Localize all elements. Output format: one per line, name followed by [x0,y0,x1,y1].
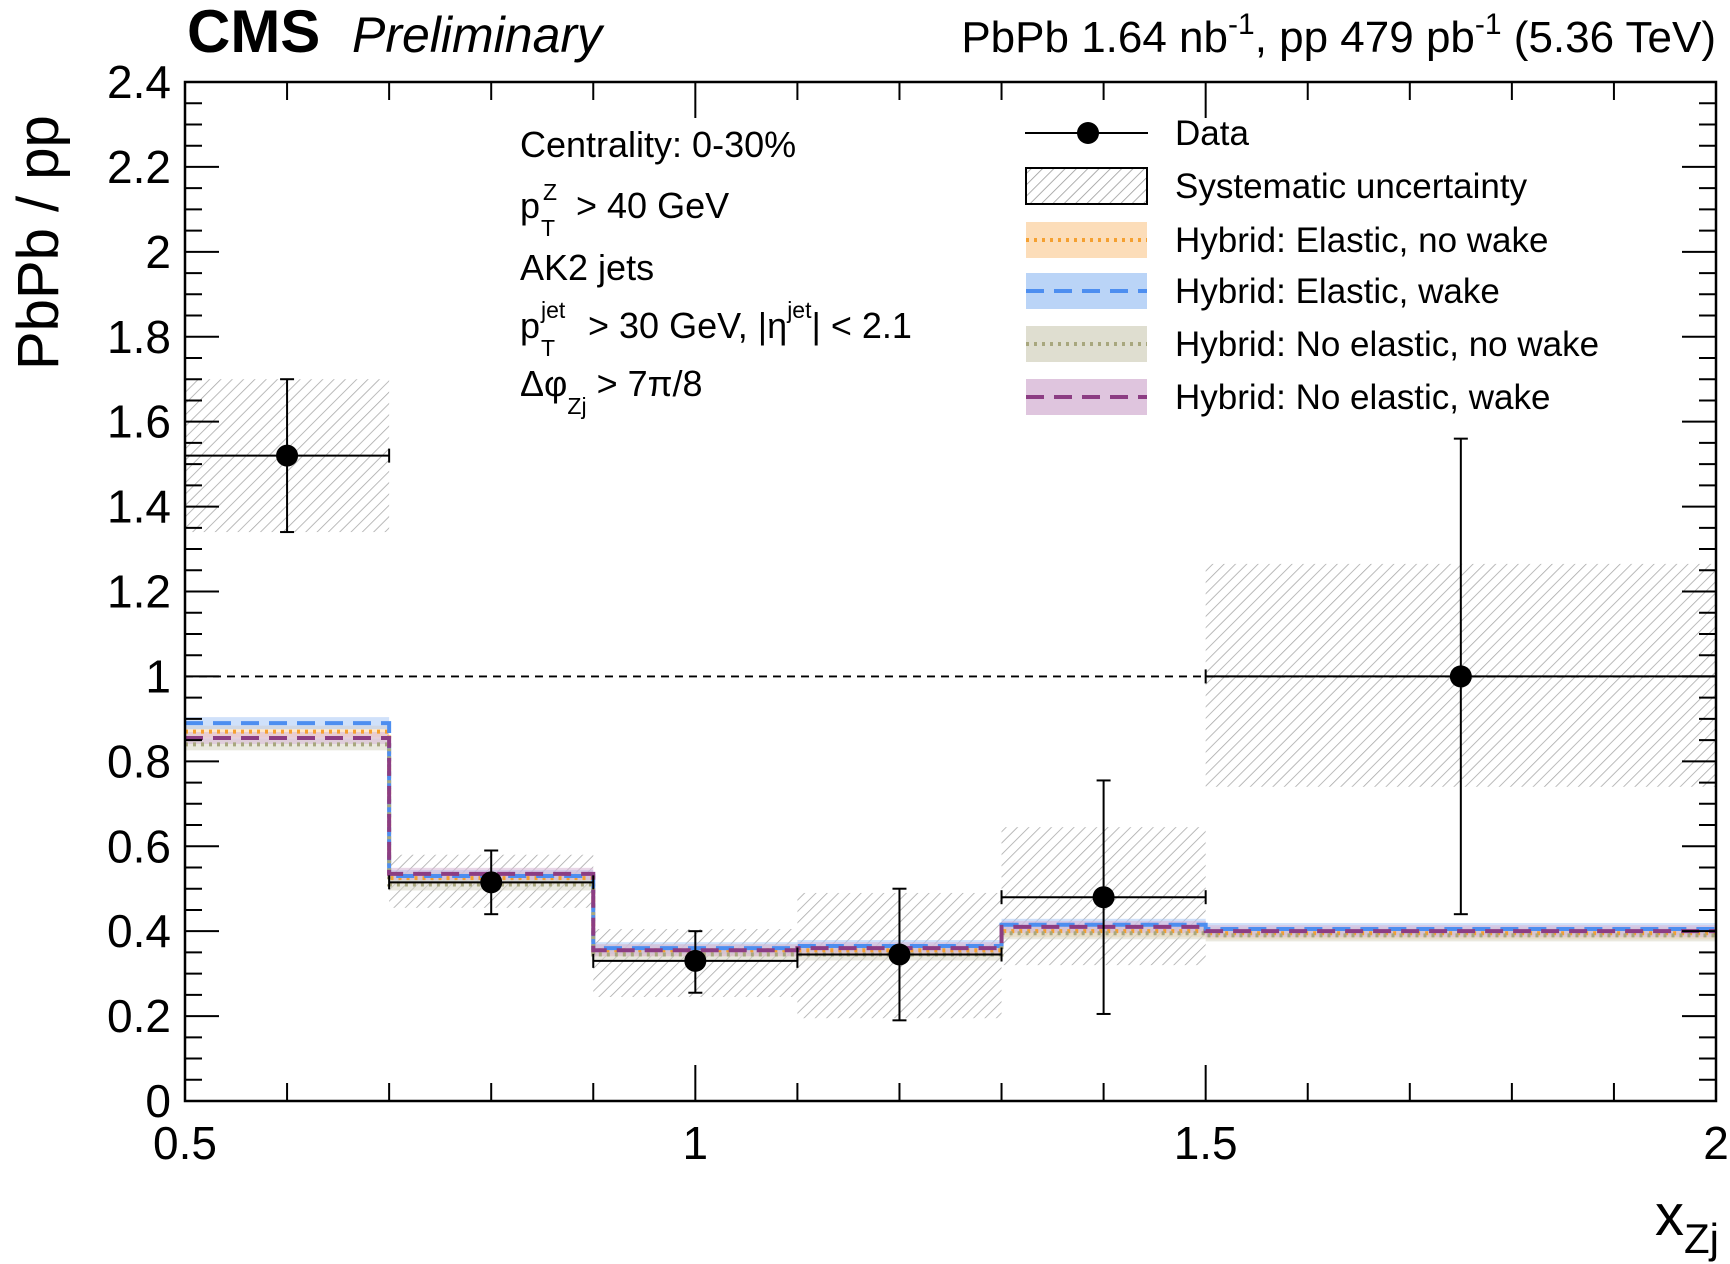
legend-model-entry: Hybrid: Elastic, wake [1026,272,1500,311]
x-tick-label: 1.5 [1174,1117,1238,1169]
luminosity-label: PbPb 1.64 nb-1, pp 479 pb-1 (5.36 TeV) [961,8,1716,62]
y-tick-label: 1.4 [107,481,171,533]
y-tick-label: 1.8 [107,311,171,363]
data-point [684,949,707,972]
model-curve [185,742,1716,957]
legend-data: Data [1025,114,1249,153]
x-tick-label: 1 [683,1117,709,1169]
y-tick-label: 0.6 [107,820,171,872]
legend: Data Systematic uncertainty Hybrid: Elas… [1025,114,1599,417]
cms-label: CMS [187,0,320,65]
y-tick-label: 1.2 [107,566,171,618]
legend-label: Hybrid: Elastic, wake [1175,272,1500,311]
model-band [185,731,390,744]
x-tick-label: 0.5 [153,1117,217,1169]
data-point [480,871,503,894]
y-tick-label: 0.4 [107,905,171,957]
data-point [276,444,299,467]
legend-model-entry: Hybrid: No elastic, wake [1026,378,1550,417]
legend-systematic: Systematic uncertainty [1025,167,1528,206]
y-tick-label: 2 [145,226,171,278]
x-tick-label: 2 [1703,1117,1729,1169]
y-tick-label: 1 [145,650,171,702]
data-point [1449,665,1472,688]
y-tick-label: 0.8 [107,735,171,787]
ptjet-cut-label: pjet T > 30 GeV, |ηjet| < 2.1 [520,297,912,361]
legend-band [1026,326,1147,362]
data-points [184,378,1717,1022]
y-tick-label: 2.4 [107,56,171,108]
data-point [1092,886,1115,909]
legend-band [1026,222,1147,258]
svg-text:Data: Data [1175,114,1249,153]
preliminary-label: Preliminary [352,7,605,63]
axes: 0 0.2 0.4 0.6 0.8 1 1.2 1.4 1.6 1.8 2 2.2 2.4 0.5 1 1.5… [107,56,1729,1169]
legend-label: Hybrid: Elastic, no wake [1175,221,1548,260]
centrality-label: Centrality: 0-30% [520,124,796,165]
legend-label: Hybrid: No elastic, wake [1175,378,1550,417]
model-curve [185,721,1716,951]
model-band [185,717,390,730]
legend-label: Hybrid: No elastic, no wake [1175,325,1599,364]
dphi-cut-label: ΔφZj > 7π/8 [520,363,702,419]
jets-label: AK2 jets [520,247,654,288]
x-axis-title: xZj [1655,1183,1719,1262]
y-tick-label: 2.2 [107,141,171,193]
systematic-boxes [185,379,1716,1019]
data-point [888,943,911,966]
y-tick-label: 0.2 [107,990,171,1042]
legend-model-entry: Hybrid: No elastic, no wake [1026,325,1599,364]
legend-model-entry: Hybrid: Elastic, no wake [1026,221,1548,260]
y-tick-label: 0 [145,1075,171,1127]
y-tick-label: 1.6 [107,396,171,448]
svg-text:Systematic uncertainty: Systematic uncertainty [1175,167,1528,206]
y-axis-title: PbPb / pp [6,115,71,370]
